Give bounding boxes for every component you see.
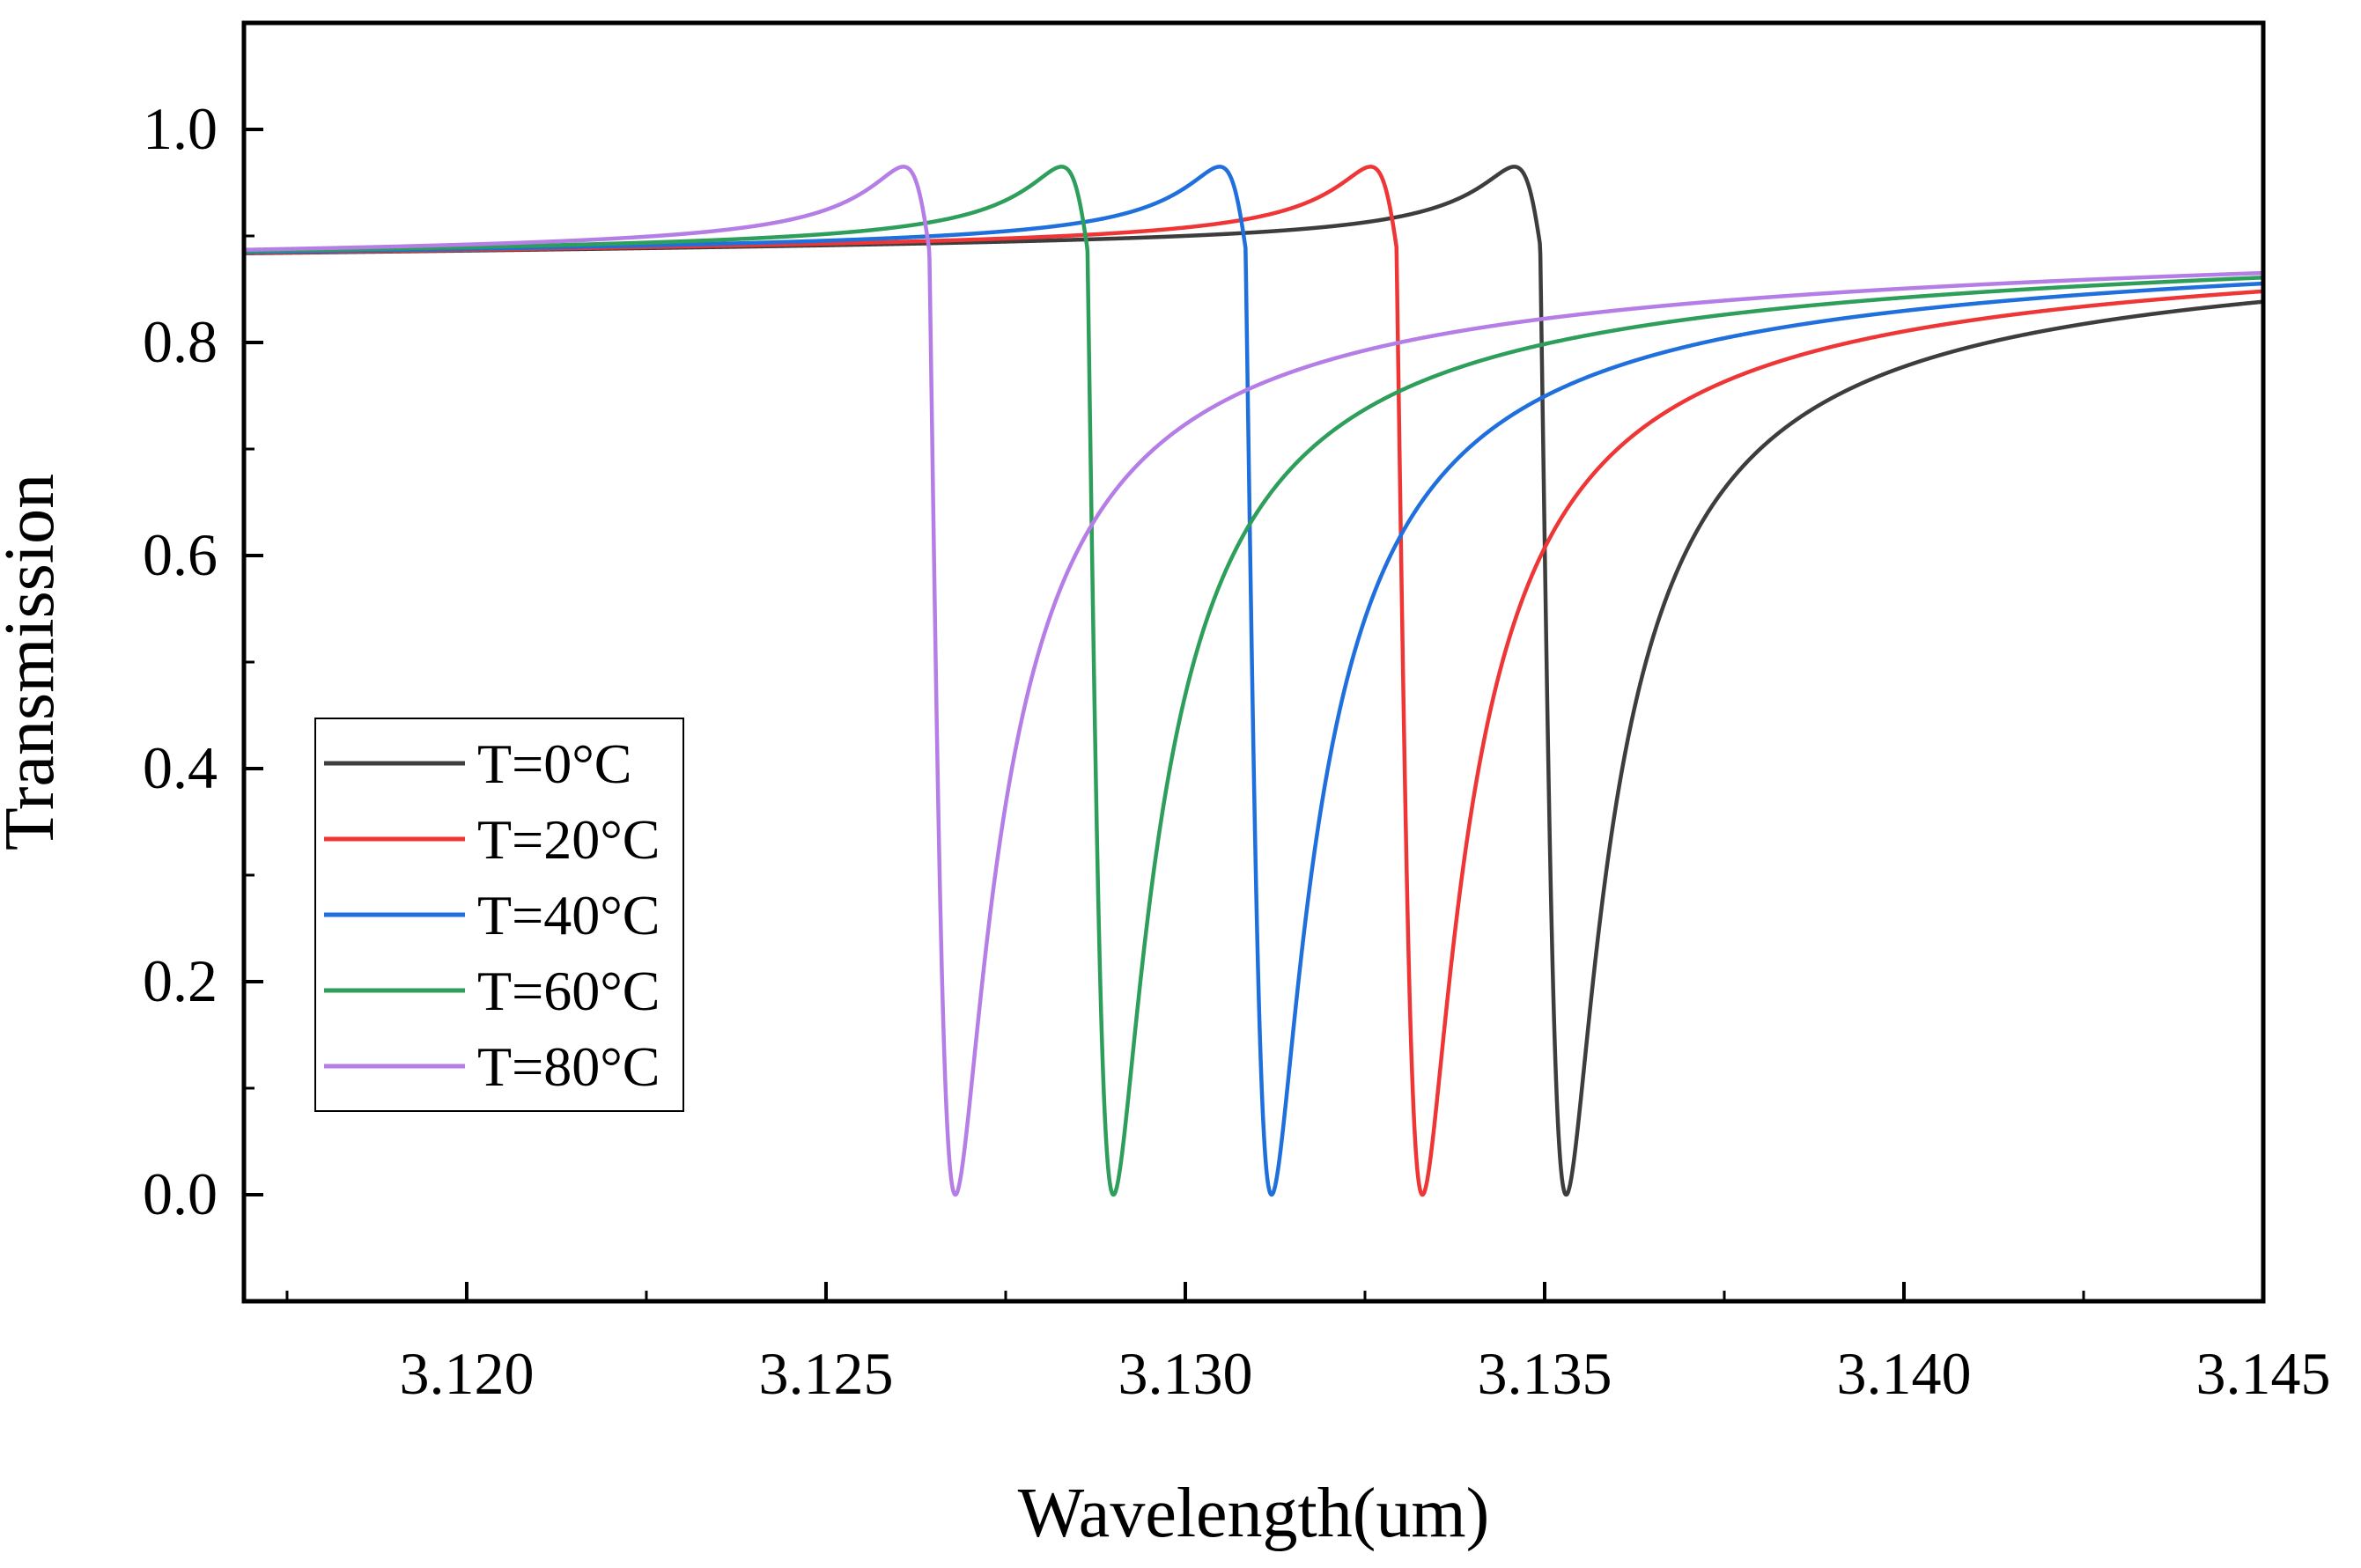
legend-label-2: T=40°C: [477, 884, 660, 946]
legend-label-4: T=80°C: [477, 1035, 660, 1098]
series-layer: [244, 165, 2263, 1197]
x-axis-label: Wavelength(um): [1018, 1475, 1490, 1552]
series-line-3: [244, 165, 2263, 1197]
y-tick-label: 0.4: [143, 734, 218, 801]
legend-label-0: T=0°C: [477, 732, 631, 795]
y-tick-label: 0.6: [143, 521, 218, 588]
x-tick-label: 3.125: [758, 1340, 893, 1407]
x-tick-label: 3.140: [1836, 1340, 1971, 1407]
y-tick-label: 0.8: [143, 308, 218, 375]
x-tick-label: 3.130: [1118, 1340, 1252, 1407]
x-tick-label: 3.145: [2196, 1340, 2331, 1407]
y-tick-label: 0.2: [143, 947, 218, 1014]
series-line-4: [244, 165, 2263, 1197]
legend-label-1: T=20°C: [477, 808, 660, 871]
y-tick-label: 1.0: [143, 95, 218, 162]
legend: T=0°C T=20°C T=40°C T=60°C T=80°C: [314, 718, 684, 1112]
y-axis-label: Transmission: [0, 474, 69, 850]
x-axis: 3.120 3.125 3.130 3.135 3.140 3.145: [285, 1282, 2331, 1407]
series-line-2: [244, 165, 2263, 1197]
x-tick-label: 3.135: [1477, 1340, 1612, 1407]
x-tick-label: 3.120: [399, 1340, 534, 1407]
y-axis: 0.0 0.2 0.4 0.6 0.8 1.0: [143, 21, 263, 1303]
legend-label-3: T=60°C: [477, 960, 660, 1022]
y-tick-label: 0.0: [143, 1160, 218, 1227]
